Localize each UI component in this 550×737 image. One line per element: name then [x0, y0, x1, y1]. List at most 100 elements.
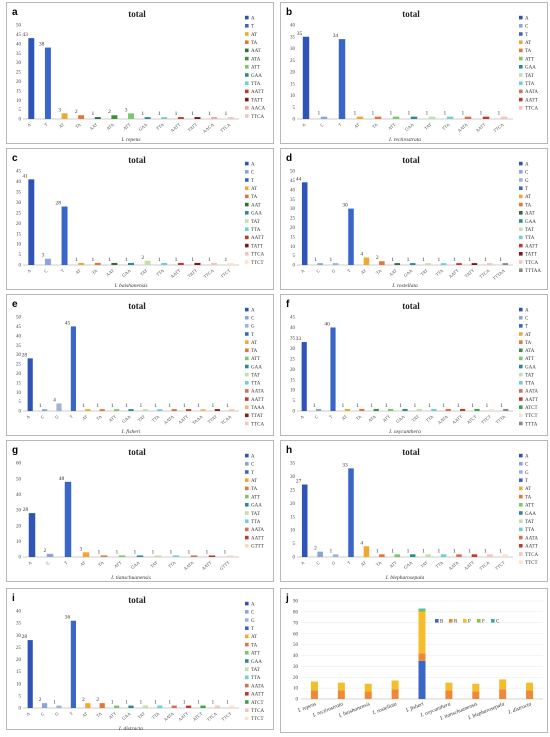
- legend-swatch-C: [245, 462, 249, 466]
- legend-swatch-GAA: [519, 511, 523, 515]
- x-tick-label: ATA: [105, 121, 115, 131]
- bar-GAA: [410, 116, 418, 119]
- bar-ATA: [373, 408, 379, 411]
- x-tick-label: A: [26, 267, 32, 273]
- legend-swatch-TA: [519, 48, 523, 53]
- x-tick-label: TTAT: [207, 414, 219, 425]
- data-label: 43: [22, 32, 28, 38]
- x-tick-label: GAA: [403, 267, 414, 278]
- legend-swatch-TAAA: [245, 405, 249, 409]
- stack-segment-R: [418, 653, 426, 661]
- legend-swatch-ATT: [245, 494, 249, 499]
- data-label: 1: [314, 257, 317, 263]
- y-tick-label: 25: [290, 488, 296, 493]
- bar-TTAT: [214, 409, 220, 411]
- data-label: 1: [226, 700, 229, 706]
- chart-title: total: [402, 447, 420, 457]
- data-label: 2: [75, 109, 78, 115]
- x-tick-label: C: [319, 122, 325, 128]
- legend-swatch-TTTA: [519, 421, 523, 426]
- bar-AATA: [456, 554, 462, 557]
- legend-label: AT: [251, 341, 257, 346]
- legend-label: TTA: [525, 382, 535, 387]
- legend-swatch-TA: [519, 494, 523, 499]
- y-tick-label: 45: [16, 33, 22, 38]
- legend-swatch-AATA: [519, 535, 523, 540]
- chart-svg-d: d total0510152025303540455044A1C1G30T4AT2…: [286, 153, 541, 289]
- x-tick-label: GAA: [121, 710, 132, 721]
- legend-swatch-TAT: [245, 219, 249, 223]
- legend-label: TTA: [525, 236, 535, 241]
- bar-T: [70, 620, 76, 708]
- legend-label: C: [251, 171, 255, 176]
- y-tick-label: 35: [290, 336, 296, 341]
- x-tick-label: TAT: [137, 414, 146, 423]
- panel-i: i total 0 5 10 15 20 25 30 35 40 28 A 2 C 1 G 36 T 2 AT 2 TA 1 A…: [6, 588, 274, 732]
- legend-swatch-AAT: [245, 48, 249, 53]
- y-tick-label: 35: [16, 52, 22, 57]
- x-tick-label: T: [60, 268, 66, 274]
- data-label: 1: [391, 548, 394, 554]
- x-tick-label: AATT: [201, 560, 213, 571]
- bar-TTCT: [229, 705, 235, 708]
- stack-segment-R: [310, 690, 318, 699]
- legend-swatch-TTCA: [245, 114, 249, 118]
- bar-GAA: [136, 555, 144, 557]
- data-label: 1: [391, 257, 394, 263]
- x-tick-label: GAA: [138, 121, 149, 132]
- legend-swatch-AATT: [519, 243, 523, 248]
- x-tick-label: TTA: [167, 559, 177, 569]
- bar-GTTT: [226, 555, 234, 557]
- data-label: 1: [111, 700, 114, 706]
- legend-label: T: [525, 187, 528, 192]
- legend-label: GAA: [251, 660, 262, 665]
- legend-label: TTCT: [525, 561, 538, 566]
- x-tick-label: G: [54, 710, 60, 716]
- x-tick-label: I. rostellata: [371, 701, 398, 717]
- legend-swatch-AT: [245, 32, 249, 36]
- bar-TATT: [194, 262, 201, 265]
- legend-label: C: [525, 317, 529, 322]
- x-tick-label: AATA: [448, 559, 461, 571]
- data-label: 1: [499, 257, 502, 263]
- legend-swatch-T: [519, 32, 523, 36]
- legend-label: AT: [525, 487, 531, 492]
- legend-swatch-AATT: [245, 89, 249, 94]
- legend-swatch-AATT: [245, 397, 249, 401]
- data-label: 1: [442, 403, 445, 409]
- x-tick-label: TA: [375, 559, 383, 567]
- y-tick-label: 0: [293, 118, 296, 123]
- legend-swatch-AATA: [245, 683, 249, 688]
- x-tick-label: ATT: [108, 711, 118, 720]
- y-tick-label: 15: [290, 378, 296, 383]
- legend-label: AT: [251, 479, 257, 484]
- legend-swatch-A: [519, 161, 523, 166]
- y-tick-label: 20: [16, 222, 22, 227]
- y-tick-label: 10: [16, 682, 22, 687]
- x-tick-label: T: [328, 414, 334, 420]
- y-tick-label: 30: [16, 61, 22, 66]
- y-tick-label: 15: [16, 381, 22, 386]
- legend-label: ATCT: [525, 406, 538, 411]
- x-tick-label: GAA: [395, 413, 406, 424]
- y-tick-label: 0: [19, 264, 22, 269]
- x-tick-label: G: [331, 267, 337, 273]
- data-label: 1: [111, 403, 114, 409]
- chart-title: total: [128, 447, 146, 457]
- species-label: I. blepharosepala: [385, 575, 425, 581]
- data-label: 2: [314, 546, 317, 552]
- y-tick-label: 30: [16, 509, 22, 514]
- y-tick-label: 15: [290, 82, 296, 87]
- panel-b: b total 0 5 10 15 20 25 30 35 40 35 A 1 C 34 T 1 AT 1 TA 1 ATT…: [280, 2, 548, 144]
- stack-segment-P: [418, 611, 426, 654]
- x-tick-label: TCAA: [220, 413, 233, 425]
- species-label: I. tianschuanensis: [110, 575, 151, 581]
- data-label: 1: [426, 111, 429, 117]
- y-tick-label: 5: [19, 253, 22, 258]
- x-tick-label: ATCT: [466, 414, 478, 425]
- x-tick-label: AATT: [475, 122, 487, 133]
- legend-label: AATT: [251, 536, 264, 541]
- data-label: 1: [212, 700, 215, 706]
- y-tick-label: 5: [293, 106, 296, 111]
- chart-title: total: [128, 9, 146, 19]
